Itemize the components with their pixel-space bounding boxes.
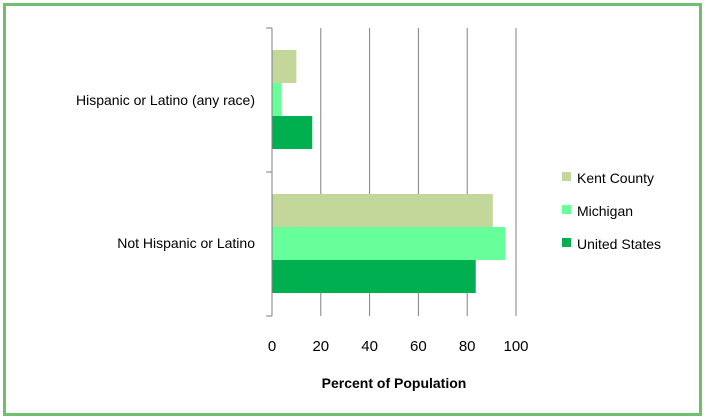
legend-label-kent-county: Kent County: [577, 170, 654, 186]
axes: [266, 27, 273, 317]
bar-united-states-not-hispanic: [272, 260, 476, 293]
x-tick-label-80: 80: [459, 338, 476, 355]
bar-kent-county-not-hispanic: [272, 194, 493, 227]
category-label-not-hispanic: Not Hispanic or Latino: [117, 235, 255, 251]
legend-swatch-united-states: [562, 238, 571, 247]
bar-michigan-hispanic: [272, 83, 282, 116]
legend-swatch-michigan: [562, 205, 571, 214]
legend-label-michigan: Michigan: [577, 203, 633, 219]
bar-kent-county-hispanic: [272, 50, 297, 83]
x-axis-title: Percent of Population: [322, 375, 467, 391]
legend-swatch-kent-county: [562, 172, 571, 181]
bar-united-states-hispanic: [272, 116, 313, 149]
x-tick-labels: 0 20 40 60 80 100: [268, 338, 529, 355]
bars: [272, 50, 506, 293]
x-tick-label-60: 60: [410, 338, 427, 355]
legend: Kent County Michigan United States: [562, 170, 661, 252]
legend-label-united-states: United States: [577, 236, 661, 252]
x-tick-label-100: 100: [503, 338, 528, 355]
x-tick-label-0: 0: [268, 338, 276, 355]
bar-michigan-not-hispanic: [272, 227, 506, 260]
x-tick-label-40: 40: [361, 338, 378, 355]
category-label-hispanic: Hispanic or Latino (any race): [76, 92, 255, 108]
x-tick-label-20: 20: [312, 338, 329, 355]
